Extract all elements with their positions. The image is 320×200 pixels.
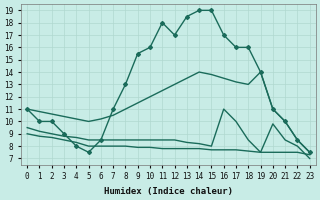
X-axis label: Humidex (Indice chaleur): Humidex (Indice chaleur)	[104, 187, 233, 196]
